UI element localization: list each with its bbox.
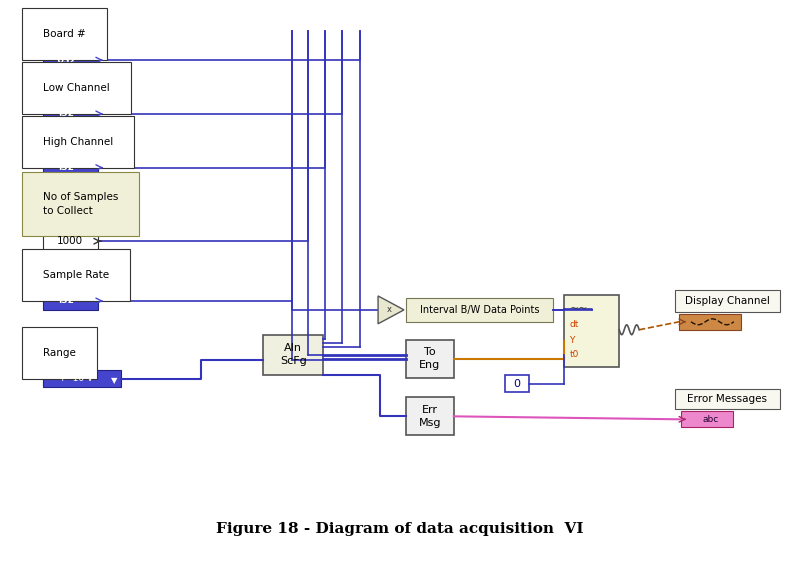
FancyBboxPatch shape	[565, 295, 619, 367]
FancyBboxPatch shape	[43, 232, 98, 250]
Text: I32: I32	[58, 297, 74, 306]
Text: Interval B/W Data Points: Interval B/W Data Points	[420, 305, 539, 315]
Text: 0: 0	[513, 379, 520, 389]
FancyBboxPatch shape	[43, 370, 121, 388]
Text: Err
Msg: Err Msg	[418, 405, 441, 428]
FancyBboxPatch shape	[43, 51, 98, 69]
Text: High Channel: High Channel	[43, 137, 114, 147]
Text: To
Eng: To Eng	[419, 347, 441, 370]
Text: Low Channel: Low Channel	[43, 83, 110, 93]
Text: x: x	[386, 305, 391, 314]
FancyBboxPatch shape	[43, 292, 98, 310]
Text: Sample Rate: Sample Rate	[43, 270, 110, 280]
Text: t0: t0	[570, 350, 578, 359]
Text: Range: Range	[43, 347, 76, 358]
FancyBboxPatch shape	[43, 159, 98, 176]
Text: Board #: Board #	[43, 29, 86, 39]
FancyBboxPatch shape	[679, 314, 741, 330]
Text: I32: I32	[58, 110, 74, 118]
Text: dt: dt	[570, 320, 578, 329]
Text: Display Channel: Display Channel	[685, 296, 770, 306]
Text: 1000: 1000	[57, 236, 83, 246]
Polygon shape	[378, 296, 404, 324]
Text: AIn
ScFg: AIn ScFg	[280, 344, 306, 366]
FancyBboxPatch shape	[675, 290, 780, 312]
FancyBboxPatch shape	[675, 389, 780, 410]
FancyBboxPatch shape	[406, 340, 454, 377]
Text: Figure 18 - Diagram of data acquisition  VI: Figure 18 - Diagram of data acquisition …	[216, 522, 584, 536]
FancyBboxPatch shape	[681, 411, 733, 427]
Text: No of Samples
to Collect: No of Samples to Collect	[43, 193, 118, 216]
Text: ▼: ▼	[110, 376, 118, 385]
FancyBboxPatch shape	[406, 298, 554, 322]
Text: I32: I32	[58, 163, 74, 172]
Text: ~~: ~~	[570, 304, 588, 314]
FancyBboxPatch shape	[406, 397, 454, 435]
Text: U32: U32	[56, 55, 76, 64]
FancyBboxPatch shape	[505, 375, 529, 393]
Text: Error Messages: Error Messages	[687, 394, 767, 405]
Text: +- 10 V: +- 10 V	[59, 374, 93, 383]
FancyBboxPatch shape	[263, 334, 323, 375]
Text: Y: Y	[570, 336, 574, 345]
Text: abc: abc	[702, 415, 719, 424]
FancyBboxPatch shape	[43, 105, 98, 123]
